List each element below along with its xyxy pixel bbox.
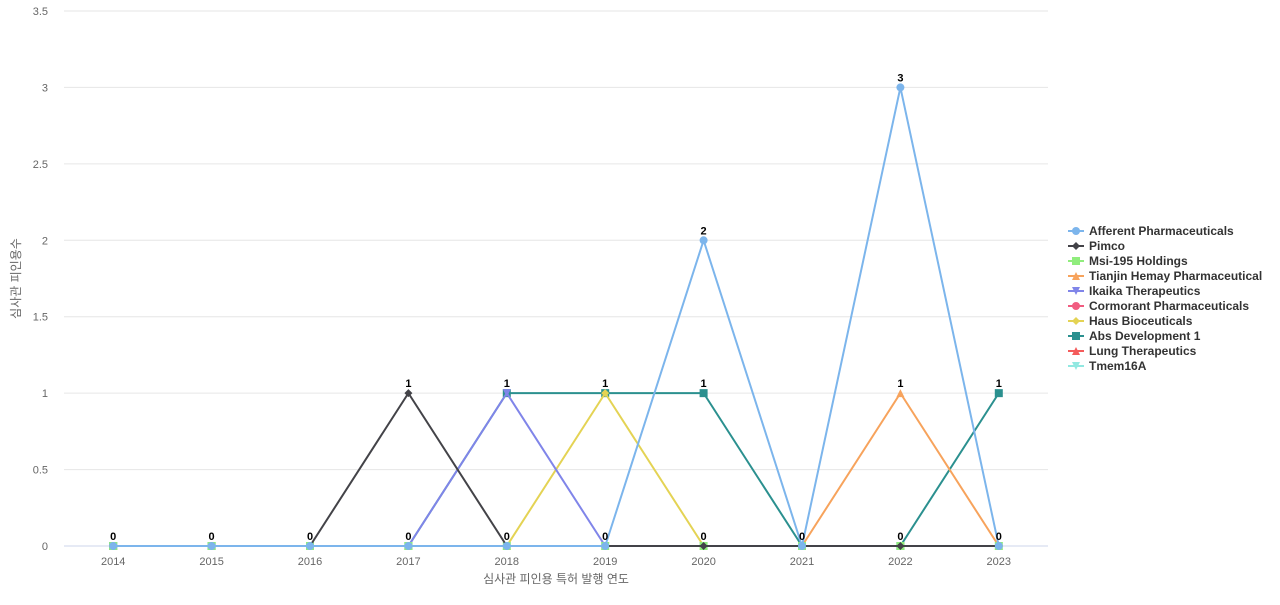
data-point [109, 542, 118, 550]
legend-symbol-marker [1072, 362, 1080, 370]
data-point [699, 542, 708, 550]
data-point [699, 389, 708, 398]
legend-item[interactable]: Abs Development 1 [1068, 329, 1201, 343]
y-axis-ticks: 0 0.5 1 1.5 2 2.5 3 3.5 [33, 6, 48, 553]
data-point [306, 542, 314, 550]
legend-symbol-marker [1072, 227, 1080, 235]
x-tick-label: 2015 [199, 556, 223, 568]
legend-item[interactable]: Tmem16A [1068, 359, 1147, 373]
legend-label: Pimco [1089, 239, 1125, 253]
legend-label: Tmem16A [1089, 359, 1147, 373]
data-point [798, 542, 806, 550]
legend-symbol-marker [1072, 272, 1080, 280]
data-label: 1 [504, 378, 510, 390]
data-label: 1 [602, 378, 608, 390]
legend-symbol-marker [1072, 332, 1080, 340]
data-label: 1 [897, 378, 903, 390]
data-point [404, 542, 413, 550]
legend-item[interactable]: Pimco [1068, 239, 1125, 253]
data-label: 1 [405, 378, 411, 390]
data-label: 0 [897, 531, 903, 543]
data-point [404, 389, 413, 398]
x-tick-label: 2014 [101, 556, 125, 568]
series-lines [109, 83, 1003, 550]
data-label: 0 [405, 531, 411, 543]
legend-label: Tianjin Hemay Pharmaceutical [1089, 269, 1262, 283]
legend-item[interactable]: Msi-195 Holdings [1068, 254, 1188, 268]
y-tick-label: 2 [42, 235, 48, 247]
x-tick-label: 2019 [593, 556, 617, 568]
data-label: 0 [307, 531, 313, 543]
data-label: 0 [799, 531, 805, 543]
data-label: 1 [996, 378, 1002, 390]
data-point [601, 542, 610, 550]
data-point [699, 236, 708, 245]
data-point [502, 542, 511, 550]
legend-label: Cormorant Pharmaceuticals [1089, 299, 1249, 313]
data-point [502, 389, 511, 398]
data-point [994, 542, 1003, 550]
legend-item[interactable]: Lung Therapeutics [1068, 344, 1197, 358]
legend-symbol-marker [1072, 257, 1080, 265]
data-point [896, 83, 905, 92]
x-tick-label: 2020 [691, 556, 715, 568]
x-tick-label: 2021 [790, 556, 814, 568]
legend-symbol-marker [1072, 287, 1080, 295]
y-axis-title: 심사관 피인용수 [9, 238, 23, 319]
x-tick-label: 2018 [495, 556, 519, 568]
data-label: 0 [504, 531, 510, 543]
legend-item[interactable]: Ikaika Therapeutics [1068, 284, 1201, 298]
data-label: 0 [602, 531, 608, 543]
y-tick-label: 2.5 [33, 159, 48, 171]
y-tick-label: 0 [42, 541, 48, 553]
x-tick-label: 2016 [298, 556, 322, 568]
data-label: 1 [701, 378, 707, 390]
x-tick-label: 2017 [396, 556, 420, 568]
legend-symbol-marker [1072, 242, 1080, 250]
legend-label: Ikaika Therapeutics [1089, 284, 1201, 298]
legend-label: Msi-195 Holdings [1089, 254, 1188, 268]
legend-label: Afferent Pharmaceuticals [1089, 224, 1234, 238]
grid-lines [64, 10, 1048, 471]
data-label: 0 [110, 531, 116, 543]
y-tick-label: 0.5 [33, 465, 48, 477]
data-label: 2 [701, 225, 707, 237]
x-axis-title: 심사관 피인용 특허 발행 연도 [483, 571, 629, 586]
y-tick-label: 1.5 [33, 312, 48, 324]
data-point [601, 389, 610, 398]
series-line [113, 86, 1000, 547]
x-axis-ticks: 2014 2015 2016 2017 2018 2019 2020 2021 2022 2023 [101, 556, 1011, 568]
legend-item[interactable]: Afferent Pharmaceuticals [1068, 224, 1234, 238]
legend-item[interactable]: Cormorant Pharmaceuticals [1068, 299, 1249, 313]
legend-symbol-marker [1072, 302, 1080, 310]
data-label: 0 [996, 531, 1002, 543]
y-tick-label: 3.5 [33, 6, 48, 18]
data-point [994, 389, 1003, 398]
x-tick-label: 2023 [987, 556, 1011, 568]
data-labels: 0 0 0 1 0 1 0 1 0 2 1 0 0 3 1 0 1 0 [110, 72, 1002, 543]
legend-label: Haus Bioceuticals [1089, 314, 1193, 328]
data-label: 0 [209, 531, 215, 543]
data-point [207, 542, 216, 550]
data-point [896, 389, 905, 398]
legend-item[interactable]: Tianjin Hemay Pharmaceutical [1068, 269, 1262, 283]
y-tick-label: 1 [42, 388, 48, 400]
legend-symbol-marker [1072, 347, 1080, 355]
y-tick-label: 3 [42, 82, 48, 94]
legend-label: Lung Therapeutics [1089, 344, 1197, 358]
x-tick-label: 2022 [888, 556, 912, 568]
legend-symbol-marker [1072, 317, 1080, 325]
series-0 [109, 83, 1003, 550]
data-label: 0 [701, 531, 707, 543]
data-point [896, 542, 905, 550]
legend-item[interactable]: Haus Bioceuticals [1068, 314, 1193, 328]
legend-label: Abs Development 1 [1089, 329, 1201, 343]
data-label: 3 [897, 72, 903, 84]
